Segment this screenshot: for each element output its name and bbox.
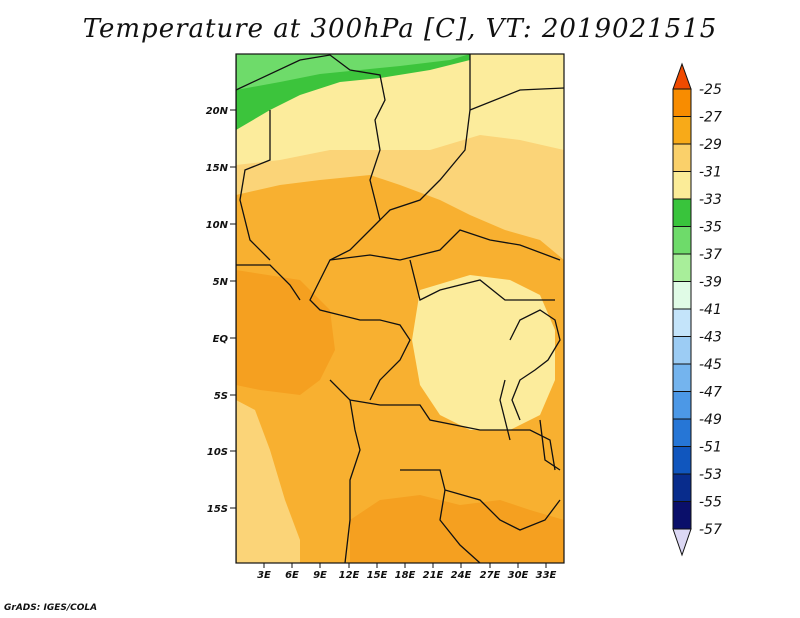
- colorbar-label: -51: [699, 440, 722, 456]
- colorbar-segment: [672, 281, 692, 310]
- lon-tick-label: 27E: [480, 570, 501, 581]
- border-line: [239, 110, 271, 261]
- border-line: [236, 54, 386, 316]
- colorbar-label: -49: [699, 412, 722, 428]
- border-line: [539, 419, 561, 471]
- colorbar-segment: [672, 171, 692, 200]
- colorbar-label: -35: [699, 220, 722, 236]
- colorbar-segment: [672, 198, 692, 227]
- border-line: [400, 469, 561, 531]
- colorbar-segment: [672, 473, 692, 502]
- lon-tick-label: 9E: [313, 570, 327, 581]
- lon-tick-label: 3E: [257, 570, 271, 581]
- lat-tick-label: 15N: [206, 163, 229, 174]
- colorbar-label: -55: [699, 495, 722, 511]
- border-line: [236, 264, 301, 301]
- border-line: [409, 259, 555, 301]
- border-line: [439, 489, 481, 563]
- lon-tick-label: 18E: [395, 570, 416, 581]
- colorbar-segment: [672, 501, 692, 530]
- field-light-southwest: [236, 400, 300, 563]
- border-line: [349, 399, 556, 471]
- colorbar-label: -25: [699, 82, 722, 98]
- colorbar-segment: [672, 446, 692, 475]
- colorbar-label: -41: [699, 302, 722, 318]
- colorbar-segment: [672, 88, 692, 117]
- lat-tick-label: EQ: [213, 334, 229, 345]
- colorbar-label: -45: [699, 357, 722, 373]
- lat-tick-label: 20N: [206, 106, 229, 117]
- field-dark-south: [350, 495, 564, 563]
- colorbar-segment: [672, 143, 692, 172]
- map-frame: [235, 53, 565, 564]
- temperature-field: [236, 54, 564, 563]
- lat-tick-label: 10S: [207, 447, 228, 458]
- colorbar-segment: [672, 253, 692, 282]
- lon-tick-label: 21E: [423, 570, 444, 581]
- grads-credit: GrADS: IGES/COLA: [4, 603, 98, 613]
- colorbar-label: -31: [699, 165, 722, 181]
- colorbar-label: -29: [699, 137, 722, 153]
- colorbar-segment: [672, 116, 692, 145]
- colorbar-label: -27: [699, 110, 722, 126]
- colorbar-label: -53: [699, 467, 722, 483]
- colorbar-label: -57: [699, 522, 722, 538]
- colorbar-segment: [672, 363, 692, 392]
- latitude-ticks: 20N 15N 10N 5N EQ 5S 10S 15S: [206, 106, 236, 515]
- lon-tick-label: 33E: [536, 570, 557, 581]
- colorbar-label: -43: [699, 330, 722, 346]
- lon-tick-label: 15E: [367, 570, 388, 581]
- lat-tick-label: 5S: [214, 391, 228, 402]
- colorbar-label: -33: [699, 192, 722, 208]
- lon-tick-label: 24E: [451, 570, 472, 581]
- colorbar: -25 -27 -29 -31 -33 -35 -37 -39 -41 -43 -45 -47 -49 -…: [672, 62, 722, 557]
- lat-tick-label: 10N: [206, 220, 229, 231]
- border-line: [499, 379, 511, 441]
- colorbar-label: -47: [699, 385, 722, 401]
- colorbar-segment: [672, 226, 692, 255]
- border-line: [329, 379, 361, 563]
- border-line: [339, 314, 411, 401]
- colorbar-segment: [672, 308, 692, 337]
- country-borders: [236, 54, 564, 563]
- field-dark-west: [236, 270, 335, 395]
- border-line: [469, 87, 564, 111]
- lon-tick-label: 30E: [508, 570, 529, 581]
- colorbar-label: -39: [699, 275, 722, 291]
- colorbar-top-triangle: [672, 62, 692, 90]
- border-line: [509, 309, 561, 421]
- field-pale-center: [412, 275, 555, 430]
- lon-tick-label: 12E: [339, 570, 360, 581]
- longitude-ticks: 3E 6E 9E 12E 15E 18E 21E 24E 27E 30E 33E: [257, 563, 557, 581]
- map-title: Temperature at 300hPa [C], VT: 201902151…: [82, 14, 718, 44]
- colorbar-segment: [672, 336, 692, 365]
- lon-tick-label: 6E: [285, 570, 299, 581]
- lat-tick-label: 15S: [207, 504, 228, 515]
- border-line: [329, 229, 561, 261]
- lat-tick-label: 5N: [213, 277, 229, 288]
- colorbar-bottom-triangle: [672, 528, 692, 557]
- colorbar-segment: [672, 418, 692, 447]
- colorbar-label: -37: [699, 247, 722, 263]
- colorbar-segment: [672, 391, 692, 420]
